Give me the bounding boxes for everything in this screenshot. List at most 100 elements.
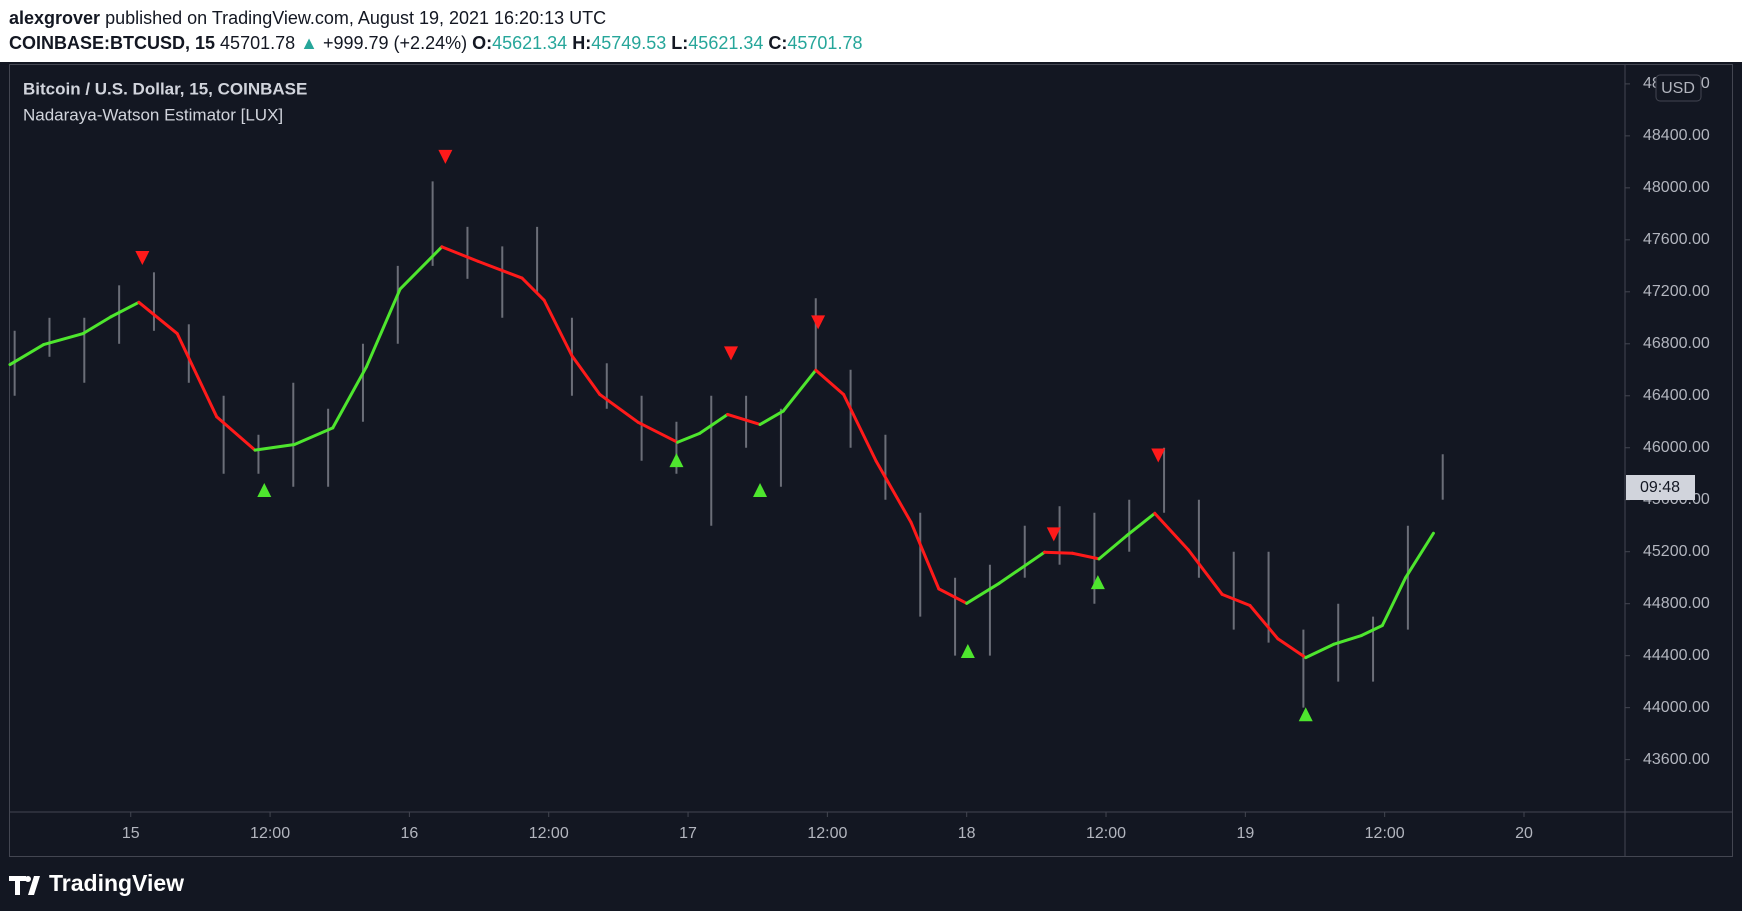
up-signal — [1090, 575, 1105, 590]
y-tick-label: 44800.00 — [1643, 595, 1710, 612]
last: 45701.78 — [220, 33, 295, 53]
legend-entry: Nadaraya-Watson Estimator [LUX] — [23, 105, 283, 124]
estimator-segment — [1404, 531, 1435, 580]
c-label: C: — [768, 33, 787, 53]
estimator-segment — [440, 245, 480, 263]
estimator-segment — [1153, 511, 1190, 552]
up-signal — [753, 482, 768, 497]
estimator-segment — [997, 550, 1046, 585]
chart-border — [9, 64, 1733, 857]
down-signal — [438, 149, 453, 164]
up-arrow: ▲ — [300, 33, 318, 53]
symbol: COINBASE:BTCUSD, 15 — [9, 33, 215, 53]
down-signal — [811, 315, 826, 330]
up-signal — [1298, 707, 1313, 722]
estimator-segment — [476, 259, 524, 280]
x-tick-label: 19 — [1236, 825, 1254, 842]
estimator-segment — [1332, 634, 1363, 646]
estimator-segment — [698, 412, 730, 435]
chart-title: Bitcoin / U.S. Dollar, 15, COINBASE — [23, 79, 307, 98]
estimator-segment — [570, 354, 602, 396]
estimator-segment — [215, 415, 257, 452]
estimator-segment — [676, 431, 702, 444]
estimator-segment — [137, 300, 179, 336]
down-signal — [1151, 448, 1166, 463]
currency: USD — [1661, 80, 1695, 97]
estimator-segment — [781, 368, 818, 413]
x-tick-label: 17 — [679, 825, 697, 842]
estimator-segment — [1248, 604, 1280, 641]
estimator-segment — [175, 332, 219, 419]
header-line: alexgrover published on TradingView.com,… — [9, 8, 606, 28]
estimator-segment — [1359, 624, 1384, 638]
estimator-segment — [1220, 592, 1252, 608]
y-tick-label: 44000.00 — [1643, 699, 1710, 716]
estimator-segment — [398, 245, 444, 291]
estimator-segment — [909, 520, 941, 591]
estimator-segment — [636, 420, 680, 444]
y-tick-label: 47200.00 — [1643, 283, 1710, 300]
header-bg — [0, 0, 1742, 62]
estimator-segment — [109, 300, 141, 319]
down-signal — [135, 251, 150, 266]
symbol-line: COINBASE:BTCUSD, 15 45701.78 ▲ +999.79 (… — [9, 33, 862, 53]
brand-logo — [9, 876, 40, 895]
estimator-segment — [1097, 533, 1129, 561]
up-signal — [960, 643, 975, 658]
estimator-segment — [253, 443, 296, 452]
estimator-segment — [842, 392, 878, 463]
estimator-segment — [726, 412, 762, 426]
y-tick-label: 46000.00 — [1643, 439, 1710, 456]
countdown: 09:48 — [1640, 479, 1680, 496]
estimator-segment — [1276, 637, 1308, 660]
estimator-segment — [542, 298, 574, 358]
estimator-segment — [1042, 550, 1074, 555]
estimator-segment — [814, 368, 846, 396]
x-tick-label: 16 — [400, 825, 418, 842]
close: 45701.78 — [787, 33, 862, 53]
up-signal — [257, 482, 272, 497]
plot: 43600.00 44000.00 44400.00 44800.00 45200.00… — [8, 75, 1710, 842]
x-tick-label: 12:00 — [1086, 825, 1126, 842]
x-tick-label: 12:00 — [529, 825, 569, 842]
brand: TradingView — [49, 870, 184, 896]
x-tick-label: 20 — [1515, 825, 1533, 842]
y-tick-label: 45200.00 — [1643, 543, 1710, 560]
down-signal — [1046, 527, 1061, 542]
currency-box — [1655, 74, 1702, 102]
estimator-segment — [874, 459, 913, 524]
l-label: L: — [671, 33, 688, 53]
estimator-segment — [42, 332, 85, 347]
estimator-segment — [1380, 576, 1408, 628]
h-label: H: — [572, 33, 591, 53]
estimator-segment — [1125, 511, 1157, 537]
estimator-segment — [598, 392, 640, 424]
estimator-segment — [1070, 551, 1101, 561]
y-tick-label: 44400.00 — [1643, 647, 1710, 664]
countdown-box — [1626, 475, 1695, 500]
x-tick-label: 12:00 — [1365, 825, 1405, 842]
x-tick-label: 18 — [958, 825, 976, 842]
x-tick-label: 12:00 — [807, 825, 847, 842]
estimator-segment — [965, 581, 1001, 605]
x-tick-label: 15 — [122, 825, 140, 842]
estimator-segment — [937, 587, 969, 605]
y-tick-label: 46800.00 — [1643, 335, 1710, 352]
y-tick-label: 47600.00 — [1643, 231, 1710, 248]
estimator-segment — [364, 287, 402, 369]
down-signal — [724, 346, 739, 361]
estimator-segment — [8, 343, 46, 367]
change: +999.79 (+2.24%) — [323, 33, 467, 53]
o-label: O: — [472, 33, 492, 53]
up-signal — [669, 453, 684, 468]
open: 45621.34 — [492, 33, 567, 53]
high: 45749.53 — [591, 33, 666, 53]
estimator-segment — [758, 409, 785, 426]
y-tick-label: 46400.00 — [1643, 387, 1710, 404]
estimator-segment — [81, 315, 113, 336]
estimator-segment — [292, 426, 335, 447]
low: 45621.34 — [688, 33, 763, 53]
x-tick-label: 12:00 — [250, 825, 290, 842]
